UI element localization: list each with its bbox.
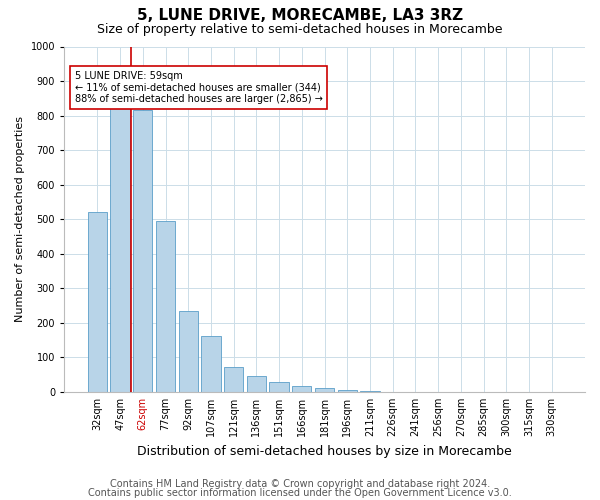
Bar: [156, 221, 175, 392]
Bar: [247, 376, 266, 392]
Bar: [202, 336, 221, 392]
Bar: [269, 382, 289, 392]
Text: Contains HM Land Registry data © Crown copyright and database right 2024.: Contains HM Land Registry data © Crown c…: [110, 479, 490, 489]
Bar: [179, 311, 198, 392]
Text: 5, LUNE DRIVE, MORECAMBE, LA3 3RZ: 5, LUNE DRIVE, MORECAMBE, LA3 3RZ: [137, 8, 463, 22]
Text: 5 LUNE DRIVE: 59sqm
← 11% of semi-detached houses are smaller (344)
88% of semi-: 5 LUNE DRIVE: 59sqm ← 11% of semi-detach…: [74, 70, 322, 104]
Bar: [292, 386, 311, 392]
Bar: [88, 212, 107, 392]
Bar: [133, 110, 152, 392]
Text: Size of property relative to semi-detached houses in Morecambe: Size of property relative to semi-detach…: [97, 22, 503, 36]
X-axis label: Distribution of semi-detached houses by size in Morecambe: Distribution of semi-detached houses by …: [137, 444, 512, 458]
Bar: [338, 390, 357, 392]
Bar: [315, 388, 334, 392]
Bar: [110, 105, 130, 392]
Bar: [224, 367, 244, 392]
Y-axis label: Number of semi-detached properties: Number of semi-detached properties: [15, 116, 25, 322]
Text: Contains public sector information licensed under the Open Government Licence v3: Contains public sector information licen…: [88, 488, 512, 498]
Bar: [361, 391, 380, 392]
